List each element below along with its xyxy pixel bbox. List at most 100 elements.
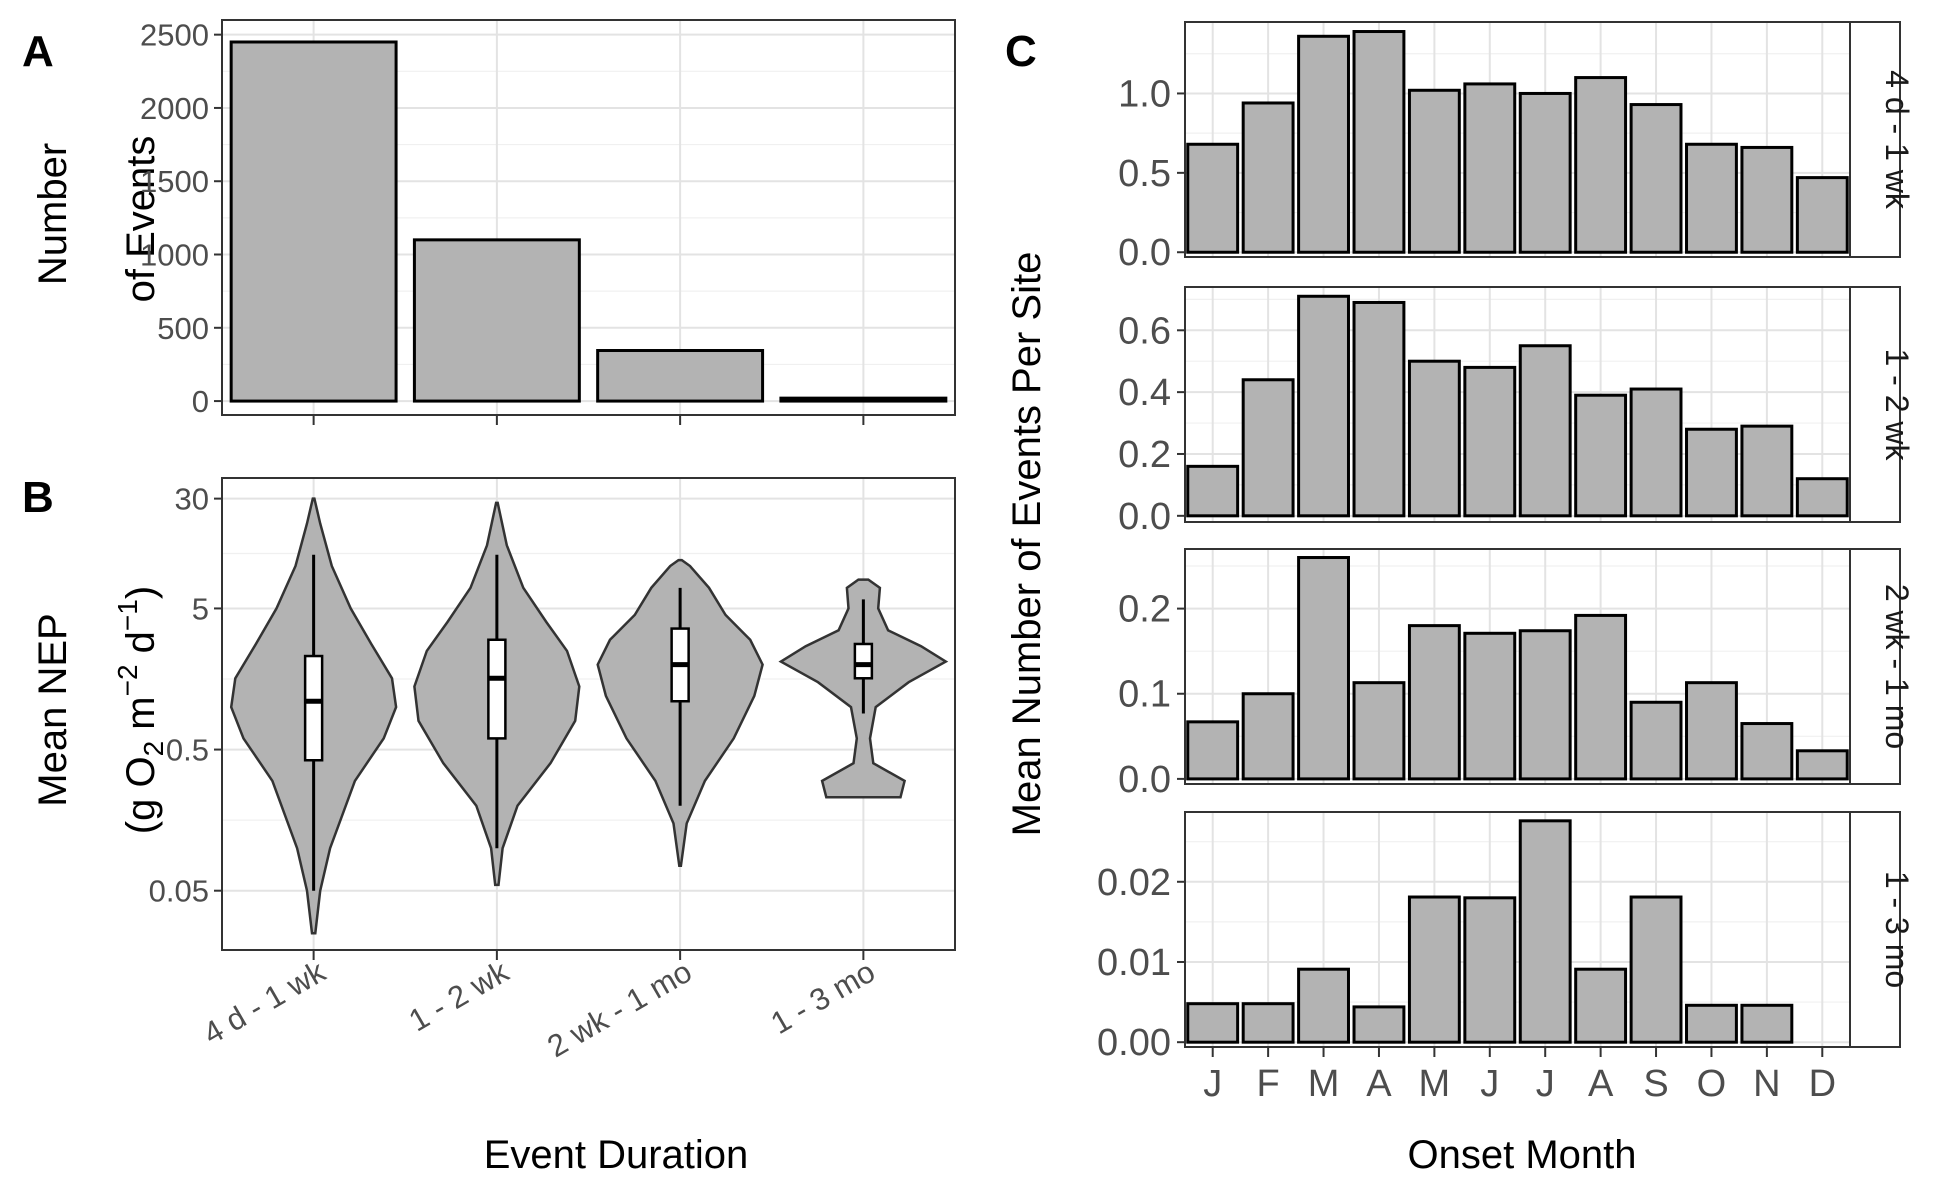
bar (1795, 477, 1849, 518)
bar (1241, 378, 1295, 518)
bar (1186, 720, 1240, 781)
bar (1740, 424, 1794, 518)
y-tick-label: 0.2 (1118, 434, 1171, 476)
box (487, 638, 507, 740)
bar (1518, 819, 1572, 1044)
y-tick-label: 0.0 (1118, 232, 1171, 274)
y-tick-label: 0.00 (1097, 1022, 1171, 1064)
bar (1297, 967, 1350, 1044)
bar (1685, 142, 1738, 254)
x-tick-label: 1 - 2 wk (403, 954, 515, 1039)
y-tick-label: 0 (192, 384, 209, 419)
bar (1352, 30, 1406, 254)
panel-letter-c: C (1005, 27, 1037, 76)
x-tick-label: F (1257, 1063, 1280, 1105)
y-tick-label: 0.02 (1097, 862, 1171, 904)
facet-strip (1849, 548, 1901, 785)
panel-a-bar-chart: 0 500 1000 1500 2000 2500 (140, 18, 956, 425)
bar (412, 238, 581, 403)
bar (1574, 967, 1628, 1044)
x-tick-label: 4 d - 1 wk (197, 954, 331, 1052)
panel-b-x-title: Event Duration (484, 1133, 749, 1177)
facet-strip-label: 4 d - 1 wk (1879, 70, 1915, 210)
panel-c-y-title: Mean Number of Events Per Site (1005, 252, 1049, 837)
bar (1352, 1005, 1406, 1044)
bar (1241, 101, 1295, 254)
y-tick-label: 5 (192, 591, 209, 626)
bar (1352, 681, 1406, 781)
bar (1297, 556, 1350, 781)
y-tick-label: 0.0 (1118, 759, 1171, 801)
facet-strip (1849, 286, 1901, 523)
bar (1352, 300, 1406, 518)
x-tick-label: A (1588, 1063, 1614, 1105)
bar (1297, 294, 1350, 518)
y-tick-label: 0.01 (1097, 942, 1171, 984)
panel-b-violin-chart: 0.05 0.5 5 30 4 d - 1 wk 1 - 2 wk 2 wk - 1 mo 1… (149, 477, 956, 1064)
x-tick-label: D (1809, 1063, 1836, 1105)
x-tick-label: 2 wk - 1 mo (541, 954, 697, 1064)
y-tick-label: 1000 (140, 238, 209, 273)
bar (1685, 681, 1738, 781)
bar (1740, 1003, 1794, 1044)
y-tick-label: 2000 (140, 91, 209, 126)
box (303, 654, 324, 762)
panel-b-y-title-line1: Mean NEP (31, 613, 75, 806)
bar (1463, 365, 1517, 518)
facet-strip (1849, 21, 1901, 258)
bar (1186, 1002, 1240, 1044)
bar (1463, 631, 1517, 781)
y-tick-label: 500 (157, 311, 209, 346)
y-tick-label: 0.05 (149, 874, 209, 909)
y-tick-label: 1500 (140, 164, 209, 199)
bar (229, 40, 398, 403)
bar (1629, 895, 1683, 1044)
x-tick-label: M (1308, 1063, 1340, 1105)
x-tick-label: J (1536, 1063, 1555, 1105)
bar (1740, 145, 1794, 254)
panel-letter-a: A (22, 27, 54, 76)
bar (1241, 1002, 1295, 1044)
x-tick-label: S (1643, 1063, 1668, 1105)
panel-a-y-title-line1: Number (31, 143, 75, 285)
y-tick-label: 2500 (140, 18, 209, 53)
x-tick-label: O (1697, 1063, 1727, 1105)
x-tick-label: 1 - 3 mo (765, 954, 881, 1041)
bar (1241, 692, 1295, 781)
x-tick-label: J (1203, 1063, 1222, 1105)
facet-strip-label: 2 wk - 1 mo (1879, 584, 1915, 749)
bar (596, 349, 765, 403)
bar (1574, 613, 1628, 781)
bar (1186, 464, 1240, 518)
y-tick-label: 30 (175, 482, 209, 517)
y-tick-label: 0.5 (166, 733, 209, 768)
x-tick-label: N (1753, 1063, 1780, 1105)
bar (1518, 629, 1572, 781)
bar (1407, 359, 1461, 518)
y-tick-label: 0.1 (1118, 674, 1171, 716)
bar (1574, 393, 1628, 518)
bar (1629, 387, 1683, 518)
x-tick-label: J (1480, 1063, 1499, 1105)
y-tick-label: 1.0 (1118, 73, 1171, 115)
panel-frame (221, 477, 956, 951)
bar (1186, 142, 1240, 254)
panel-frame (221, 19, 956, 416)
facet-strip-label: 1 - 2 wk (1879, 348, 1915, 461)
facet-strip (1849, 811, 1901, 1048)
bar (1740, 722, 1794, 781)
panel-b-y-title-line2: (g O2 m−2 d−1) (112, 586, 169, 834)
bar (1463, 82, 1517, 254)
bar (1297, 34, 1350, 254)
x-tick-label: A (1366, 1063, 1392, 1105)
bar (1407, 88, 1461, 254)
bar (1629, 700, 1683, 781)
y-tick-label: 0.5 (1118, 153, 1171, 195)
y-tick-label: 0.4 (1118, 372, 1171, 414)
panel-c-faceted-bar-chart: 0.0 0.5 1.0 4 d - 1 wk 0.0 0.2 0.4 0.6 1 - 2 wk 0… (1097, 21, 1915, 1105)
bar (1685, 1003, 1738, 1044)
bar (1518, 91, 1572, 254)
bar (1574, 76, 1628, 254)
bar (1629, 103, 1683, 254)
bar (1463, 896, 1517, 1044)
